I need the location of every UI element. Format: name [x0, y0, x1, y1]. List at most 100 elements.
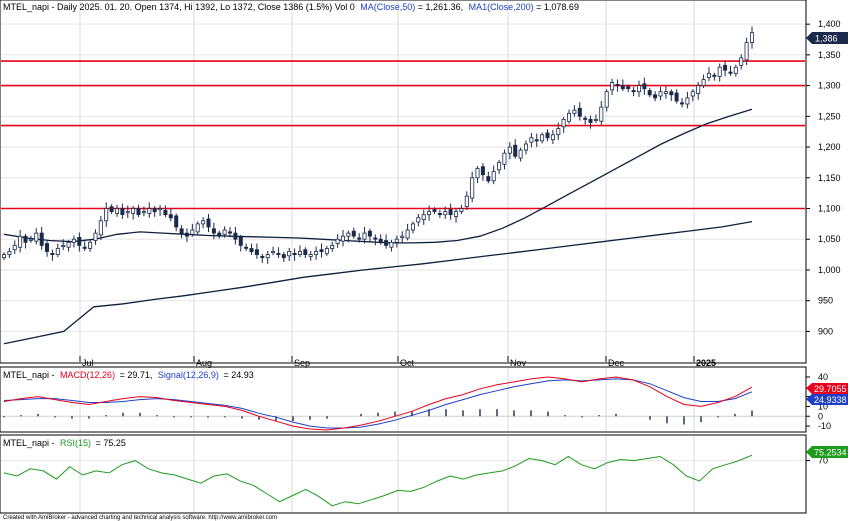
- candle: [497, 159, 502, 175]
- candle: [712, 72, 717, 81]
- y-tick-label: 1,000: [818, 265, 841, 275]
- candle: [61, 239, 66, 250]
- candle: [378, 234, 383, 245]
- candle: [34, 228, 39, 245]
- candle: [50, 249, 55, 261]
- candle: [685, 91, 690, 109]
- y-tick-label: 1,100: [818, 204, 841, 214]
- candle: [410, 221, 415, 234]
- candle: [82, 241, 87, 251]
- candle: [367, 228, 372, 242]
- candle: [238, 234, 243, 252]
- candle: [658, 86, 663, 101]
- candle: [39, 226, 44, 250]
- candle: [518, 147, 523, 162]
- x-tick-label: Nov: [510, 358, 527, 368]
- candle: [206, 214, 211, 233]
- candle: [642, 77, 647, 95]
- ma200-line: [3, 220, 753, 345]
- rsi-panel: [0, 434, 807, 514]
- candle: [179, 225, 184, 239]
- candle: [470, 171, 475, 203]
- macd-ticker: MTEL_napi -: [3, 370, 55, 380]
- signal-line: [3, 378, 753, 429]
- candle: [615, 79, 620, 92]
- y-tick-label: 1,050: [818, 234, 841, 244]
- candle: [174, 213, 179, 232]
- signal-badge-text: 24.9338: [814, 395, 847, 405]
- rsi-series-line: [3, 454, 753, 507]
- candle: [357, 233, 362, 243]
- candle: [556, 122, 561, 140]
- candle: [254, 243, 259, 259]
- candle: [362, 226, 367, 244]
- y-tick-label: 900: [818, 326, 833, 336]
- candle: [125, 205, 130, 219]
- macd-y-tick-label: 10: [818, 401, 828, 411]
- candle: [529, 132, 534, 148]
- rsi-value: = 75.25: [96, 438, 126, 448]
- candle: [233, 226, 238, 245]
- candle: [265, 250, 270, 264]
- candle: [104, 202, 109, 227]
- candle: [416, 214, 421, 227]
- rsi-header: MTEL_napi - RSI(15) = 75.25: [3, 438, 126, 448]
- macd-y-tick-label: -10: [818, 421, 831, 431]
- candle: [486, 171, 491, 184]
- candle: [115, 204, 120, 217]
- x-tick-label: Oct: [400, 358, 415, 368]
- candle: [71, 235, 76, 248]
- candle: [303, 247, 308, 258]
- candle: [480, 163, 485, 181]
- candle: [2, 252, 7, 261]
- candle: [588, 115, 593, 129]
- ma200-label: MA1(Close,200): [469, 2, 534, 12]
- y-tick-label: 1,250: [818, 111, 841, 121]
- candle: [432, 207, 437, 215]
- candle: [475, 166, 480, 184]
- candle: [550, 129, 555, 144]
- candle: [577, 102, 582, 121]
- candle: [599, 100, 604, 125]
- rsi-ticker: MTEL_napi -: [3, 438, 55, 448]
- candle: [637, 80, 642, 97]
- candle: [163, 205, 168, 218]
- candle: [421, 209, 426, 225]
- candle: [23, 233, 28, 249]
- candle: [513, 139, 518, 159]
- candle: [750, 26, 755, 49]
- macd-value: = 29.71,: [120, 370, 153, 380]
- candle: [502, 149, 507, 170]
- candle: [141, 206, 146, 217]
- y-tick-label: 1,150: [818, 173, 841, 183]
- ma200-value: = 1,078.69: [536, 2, 579, 12]
- candle: [405, 223, 410, 241]
- candle: [680, 97, 685, 108]
- macd-badge: 29.7055: [806, 383, 848, 394]
- candle: [340, 230, 345, 247]
- candle: [561, 116, 566, 133]
- y-tick-label: 1,350: [818, 50, 841, 60]
- rsi-y-tick-label: 70: [818, 456, 828, 466]
- grid-lines: [1, 1, 810, 512]
- candle: [567, 109, 572, 124]
- candle: [524, 140, 529, 155]
- rsi-label: RSI(15): [60, 438, 91, 448]
- candle: [696, 81, 701, 100]
- candle: [211, 222, 216, 240]
- candle: [540, 132, 545, 144]
- candle: [201, 217, 206, 229]
- macd-badge-text: 29.7055: [814, 384, 847, 394]
- candle: [66, 239, 71, 252]
- candle: [604, 89, 609, 112]
- candle: [620, 79, 625, 92]
- candle: [583, 115, 588, 125]
- rsi-badge-text: 75.2534: [814, 448, 847, 458]
- candle: [292, 248, 297, 261]
- candle: [373, 234, 378, 246]
- y-tick-label: 1,400: [818, 19, 841, 29]
- candle: [77, 232, 82, 252]
- candle: [249, 243, 254, 255]
- macd-y-tick-label: 0: [818, 411, 823, 421]
- macd-lines: [3, 376, 753, 431]
